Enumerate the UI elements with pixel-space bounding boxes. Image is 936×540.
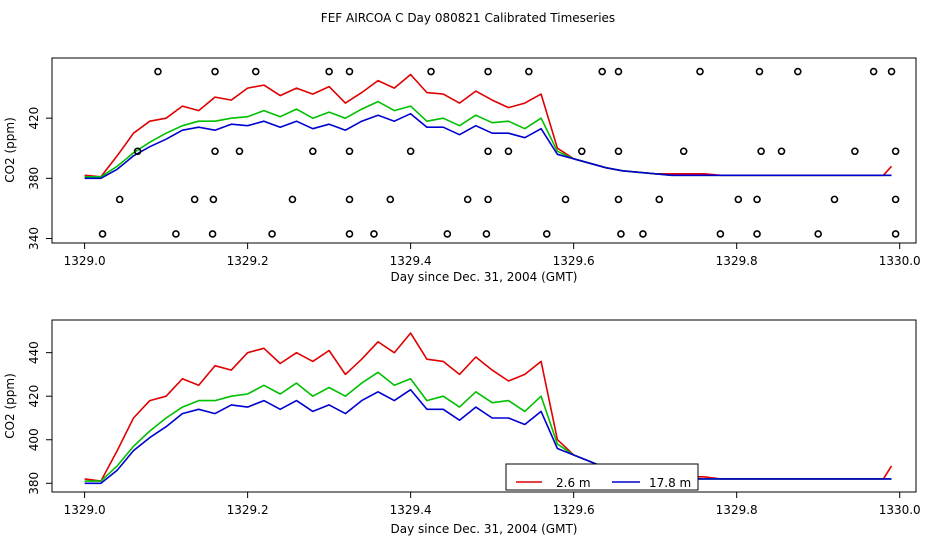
bottom-x-tick-label: 1329.4 bbox=[390, 503, 432, 517]
bottom-series-line-mid bbox=[84, 371, 892, 482]
flag-marker bbox=[561, 195, 570, 204]
flag-marker bbox=[614, 67, 623, 76]
flag-marker bbox=[504, 147, 513, 156]
flag-marker bbox=[443, 230, 452, 238]
bottom-x-tick-label: 1329.2 bbox=[227, 503, 269, 517]
top-plot-frame bbox=[51, 57, 917, 244]
bottom-x-tick-label: 1330.0 bbox=[879, 503, 921, 517]
top-series-line-mid bbox=[84, 100, 892, 178]
flag-marker bbox=[345, 195, 354, 204]
top-x-tick-label: 1329.0 bbox=[64, 254, 106, 268]
legend-label-2-6m: 2.6 m bbox=[556, 476, 591, 490]
flag-marker bbox=[115, 195, 124, 204]
flag-marker bbox=[891, 195, 900, 204]
flag-marker bbox=[386, 195, 395, 204]
top-y-tick-label: 420 bbox=[27, 107, 41, 130]
top-series-line-2-6-m bbox=[84, 73, 893, 178]
bottom-x-tick-label: 1329.0 bbox=[64, 503, 106, 517]
flag-marker bbox=[525, 67, 533, 76]
flag-marker bbox=[869, 67, 878, 76]
flag-marker bbox=[309, 147, 317, 156]
top-x-tick-label: 1329.4 bbox=[390, 254, 432, 268]
flag-marker bbox=[755, 67, 764, 76]
flag-marker bbox=[542, 230, 551, 238]
bottom-y-tick-label: 440 bbox=[27, 341, 41, 364]
flag-marker bbox=[777, 147, 786, 156]
flag-marker bbox=[851, 147, 859, 156]
bottom-x-tick-label: 1329.6 bbox=[553, 503, 595, 517]
flag-marker bbox=[370, 230, 378, 238]
flag-marker bbox=[427, 67, 435, 76]
bottom-series-line-2-6-m bbox=[84, 332, 893, 482]
flag-marker bbox=[345, 230, 354, 238]
top-y-tick-label: 380 bbox=[27, 167, 41, 190]
flag-marker bbox=[614, 147, 623, 156]
flag-marker bbox=[325, 67, 333, 76]
flag-marker bbox=[209, 195, 218, 204]
flag-marker bbox=[891, 147, 900, 156]
bottom-panel: CO2 (ppm) Day since Dec. 31, 2004 (GMT) … bbox=[3, 319, 921, 536]
flag-marker bbox=[172, 230, 180, 238]
legend-label-17-8m: 17.8 m bbox=[649, 476, 691, 490]
flag-marker bbox=[696, 67, 704, 76]
top-x-axis-label: Day since Dec. 31, 2004 (GMT) bbox=[391, 270, 578, 284]
bottom-x-tick-label: 1329.8 bbox=[716, 503, 758, 517]
flag-marker bbox=[208, 230, 217, 238]
top-panel: CO2 (ppm) Day since Dec. 31, 2004 (GMT) … bbox=[3, 57, 921, 284]
top-series-line-17-8-m bbox=[84, 112, 892, 180]
flag-marker bbox=[484, 67, 492, 76]
flag-marker bbox=[133, 147, 142, 156]
flag-marker bbox=[716, 230, 725, 238]
chart-title: FEF AIRCOA C Day 080821 Calibrated Times… bbox=[321, 11, 615, 25]
top-x-tick-label: 1330.0 bbox=[879, 254, 921, 268]
flag-marker bbox=[753, 195, 761, 204]
flag-marker bbox=[345, 67, 354, 76]
flag-marker bbox=[463, 195, 472, 204]
flag-marker bbox=[211, 147, 219, 156]
flag-marker bbox=[288, 195, 297, 204]
bottom-y-axis-label: CO2 (ppm) bbox=[3, 373, 17, 439]
flag-marker bbox=[482, 230, 491, 238]
bottom-y-tick-label: 400 bbox=[27, 428, 41, 451]
flag-marker bbox=[753, 230, 761, 238]
bottom-plot-frame bbox=[51, 319, 917, 493]
flag-marker bbox=[891, 230, 900, 238]
top-x-tick-label: 1329.6 bbox=[553, 254, 595, 268]
flag-marker bbox=[655, 195, 664, 204]
flag-marker bbox=[190, 195, 199, 204]
flag-marker bbox=[484, 147, 492, 156]
top-y-tick-label: 340 bbox=[27, 227, 41, 250]
flag-marker bbox=[617, 230, 625, 238]
flag-marker bbox=[830, 195, 839, 204]
flag-marker bbox=[578, 147, 586, 156]
flag-marker bbox=[757, 147, 765, 156]
legend-box bbox=[505, 463, 699, 491]
bottom-x-axis-label: Day since Dec. 31, 2004 (GMT) bbox=[391, 522, 578, 536]
flag-marker bbox=[794, 67, 802, 76]
flag-marker bbox=[154, 67, 162, 76]
flag-marker bbox=[268, 230, 276, 238]
top-x-tick-label: 1329.8 bbox=[716, 254, 758, 268]
top-x-tick-label: 1329.2 bbox=[227, 254, 269, 268]
flag-marker bbox=[814, 230, 822, 238]
flag-marker bbox=[251, 67, 260, 76]
flag-marker bbox=[406, 147, 415, 156]
flag-marker bbox=[98, 230, 107, 238]
top-y-axis-label: CO2 (ppm) bbox=[3, 117, 17, 183]
flag-marker bbox=[598, 67, 606, 76]
bottom-y-tick-label: 380 bbox=[27, 472, 41, 495]
flag-marker bbox=[484, 195, 492, 204]
flag-marker bbox=[345, 147, 354, 156]
flag-marker bbox=[734, 195, 743, 204]
flag-marker bbox=[887, 67, 896, 76]
bottom-series-line-17-8-m bbox=[84, 388, 892, 485]
flag-marker bbox=[679, 147, 688, 156]
bottom-y-tick-label: 420 bbox=[27, 385, 41, 408]
legend: 2.6 m 17.8 m bbox=[505, 463, 699, 491]
flag-marker bbox=[211, 67, 219, 76]
flag-marker bbox=[639, 230, 647, 238]
flag-marker bbox=[235, 147, 244, 156]
flag-marker bbox=[614, 195, 623, 204]
